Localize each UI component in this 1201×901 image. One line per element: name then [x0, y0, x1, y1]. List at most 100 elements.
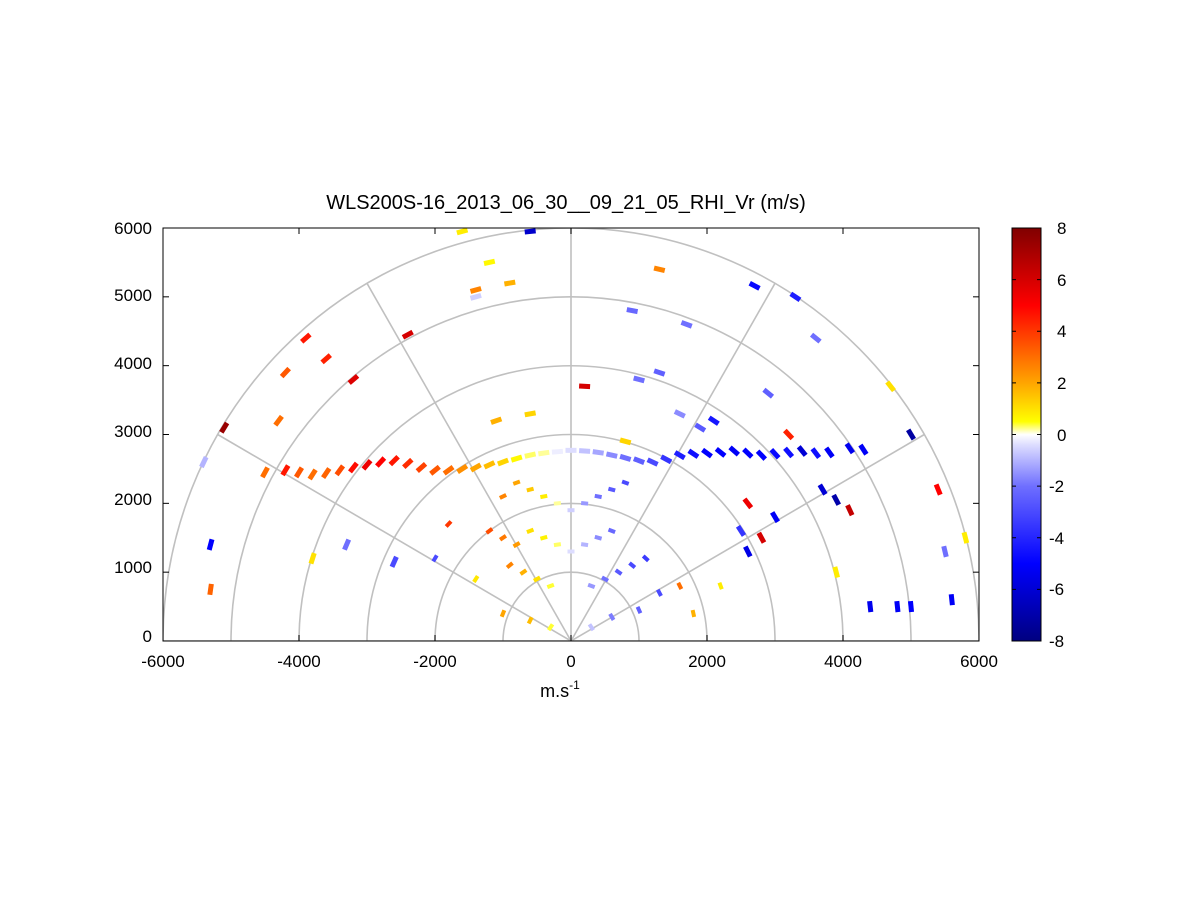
velocity-gate: [320, 353, 332, 365]
velocity-gate: [653, 265, 666, 274]
velocity-gate: [735, 524, 747, 537]
x-tick-label: -2000: [413, 652, 456, 671]
velocity-gate: [496, 457, 510, 467]
velocity-gate: [321, 467, 332, 480]
velocity-gate: [472, 575, 480, 584]
velocity-gate: [641, 554, 650, 563]
colorbar-tick-label: -6: [1049, 580, 1064, 599]
velocity-gate: [567, 549, 575, 554]
velocity-gate: [646, 457, 659, 467]
velocity-gate: [526, 527, 535, 534]
velocity-gate: [728, 445, 740, 457]
velocity-gate: [402, 457, 414, 469]
velocity-gate: [680, 320, 693, 329]
velocity-gate: [587, 623, 596, 632]
velocity-gate: [207, 583, 214, 596]
velocity-gate: [762, 387, 775, 399]
velocity-gate: [307, 468, 318, 481]
velocity-gate: [512, 479, 521, 486]
x-axis-label: m.s-1: [540, 678, 580, 701]
velocity-gate: [469, 292, 482, 301]
velocity-gate: [524, 410, 537, 418]
velocity-gate: [553, 500, 562, 506]
velocity-gate: [219, 421, 230, 434]
velocity-gate: [817, 483, 828, 496]
velocity-gate: [941, 545, 949, 558]
velocity-gate: [614, 568, 623, 576]
velocity-gate: [342, 538, 352, 551]
y-tick-label: 3000: [114, 422, 152, 441]
velocity-gate: [769, 448, 781, 460]
colorbar-tick-label: 6: [1057, 271, 1066, 290]
velocity-gate: [885, 380, 896, 393]
y-tick-label: 0: [143, 627, 152, 646]
velocity-gate: [619, 453, 632, 462]
y-tick-label: 4000: [114, 354, 152, 373]
velocity-gate: [783, 428, 795, 441]
velocity-gate: [503, 279, 516, 287]
velocity-gate: [632, 456, 646, 465]
polar-grid: [163, 228, 979, 641]
velocity-gate: [431, 554, 439, 563]
velocity-gate: [469, 462, 482, 473]
velocity-gate: [742, 497, 754, 510]
azimuth-spoke: [570, 282, 776, 641]
velocity-gate: [635, 606, 643, 615]
velocity-gate: [714, 447, 727, 458]
velocity-gate: [519, 568, 528, 576]
velocity-gate: [619, 437, 632, 446]
velocity-gate: [783, 446, 795, 459]
velocity-gate: [653, 368, 666, 377]
velocity-gate: [743, 545, 753, 558]
velocity-gate: [485, 527, 494, 535]
velocity-gate: [655, 588, 663, 597]
velocity-gate: [594, 493, 603, 500]
x-tick-label: 2000: [688, 652, 726, 671]
x-axis-label-superscript: -1: [569, 678, 580, 692]
velocity-gate: [867, 600, 874, 613]
velocity-gate: [832, 566, 840, 579]
velocity-gate: [551, 448, 564, 455]
velocity-gate: [580, 500, 589, 506]
velocity-gate: [694, 422, 707, 433]
velocity-gate: [907, 600, 915, 613]
y-tick-label: 6000: [114, 219, 152, 238]
colorbar: 8 6 4 2 0 -2 -4 -6 -8: [1011, 219, 1066, 651]
velocity-gate: [690, 609, 697, 618]
velocity-gate: [532, 575, 542, 583]
velocity-gate: [490, 416, 503, 425]
velocity-gate: [375, 456, 387, 468]
y-tick-label: 2000: [114, 490, 152, 509]
velocity-gate: [796, 445, 808, 457]
velocity-gate: [578, 448, 591, 454]
colorbar-ticks: [1012, 227, 1041, 642]
velocity-gate: [526, 486, 535, 493]
velocity-gate: [388, 455, 400, 467]
velocity-gate: [607, 527, 616, 534]
velocity-gate: [894, 600, 901, 613]
velocity-gates: [199, 228, 970, 632]
velocity-gate: [260, 466, 270, 479]
velocity-gate: [442, 465, 455, 476]
x-axis-label-unit: m.s: [540, 681, 569, 701]
x-tick-label: 4000: [824, 652, 862, 671]
velocity-gate: [389, 555, 399, 568]
velocity-gate: [498, 493, 508, 500]
velocity-gate: [444, 520, 453, 528]
y-axis-ticks: [163, 227, 979, 642]
velocity-gate: [429, 464, 441, 476]
x-axis-tick-labels: -6000 -4000 -2000 0 2000 4000 6000: [141, 652, 998, 671]
velocity-gate: [626, 307, 639, 315]
velocity-gate: [526, 616, 534, 625]
x-axis-ticks: [162, 228, 980, 641]
colorbar-tick-label: 4: [1057, 322, 1066, 341]
velocity-gate: [578, 383, 591, 390]
velocity-gate: [279, 366, 291, 379]
x-tick-label: -6000: [141, 652, 184, 671]
velocity-gate: [608, 612, 616, 621]
x-tick-label: 0: [566, 652, 575, 671]
velocity-gate: [546, 582, 555, 590]
y-tick-label: 1000: [114, 558, 152, 577]
velocity-gate: [553, 542, 562, 548]
velocity-gate: [770, 511, 780, 524]
